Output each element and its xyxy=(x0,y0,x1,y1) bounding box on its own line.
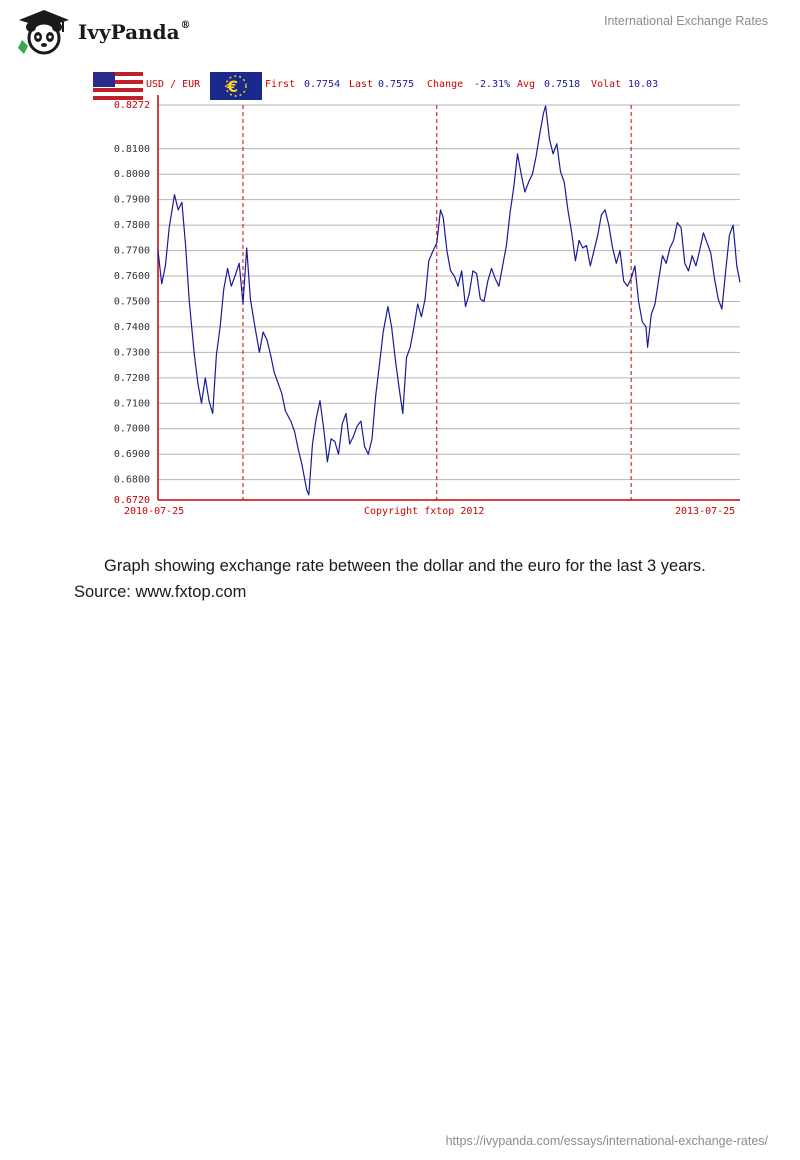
first-label: First xyxy=(265,79,295,90)
y-tick-label: 0.8272 xyxy=(114,100,150,111)
end-date-label: 2013-07-25 xyxy=(675,506,735,517)
document-title: International Exchange Rates xyxy=(604,14,768,28)
y-tick-labels: 0.6720 0.6800 0.6900 0.7000 0.7100 0.7200 0.73… xyxy=(114,100,150,506)
brand-name: IvyPanda® xyxy=(78,20,191,44)
series-group xyxy=(157,105,741,496)
volat-value: 10.03 xyxy=(628,79,658,90)
change-value: -2.31% xyxy=(474,79,510,90)
y-tick-label: 0.7100 xyxy=(114,398,150,409)
figure-caption: Graph showing exchange rate between the … xyxy=(74,553,734,605)
y-tick-label: 0.7400 xyxy=(114,322,150,333)
last-value: 0.7575 xyxy=(378,79,414,90)
y-tick-label: 0.7800 xyxy=(114,220,150,231)
volat-label: Volat xyxy=(591,79,621,90)
last-label: Last xyxy=(349,79,373,90)
y-tick-label: 0.7300 xyxy=(114,347,150,358)
y-tick-label: 0.7900 xyxy=(114,195,150,206)
currency-pair-label: USD / EUR xyxy=(146,79,201,90)
y-tick-label: 0.7600 xyxy=(114,271,150,282)
year-markers xyxy=(242,105,632,500)
svg-text:€: € xyxy=(226,77,238,96)
start-date-label: 2010-07-25 xyxy=(124,506,184,517)
y-tick-label: 0.6800 xyxy=(114,475,150,486)
y-tick-label: 0.8000 xyxy=(114,169,150,180)
page-header: IvyPanda® International Exchange Rates xyxy=(0,0,800,60)
exchange-rate-chart: € USD / EUR First 0.7754 Last 0.7575 Cha… xyxy=(88,70,748,520)
brand-logo[interactable]: IvyPanda® xyxy=(14,8,204,56)
series-line xyxy=(157,105,741,496)
gridlines xyxy=(158,104,740,501)
panda-graduate-icon xyxy=(18,10,69,55)
footer-url-link[interactable]: https://ivypanda.com/essays/internationa… xyxy=(445,1134,768,1148)
avg-value: 0.7518 xyxy=(544,79,580,90)
chart-canvas: € USD / EUR First 0.7754 Last 0.7575 Cha… xyxy=(93,72,741,517)
caption-text: Graph showing exchange rate between the … xyxy=(104,557,706,575)
us-flag-icon xyxy=(93,72,143,100)
copyright-label: Copyright fxtop 2012 xyxy=(364,506,484,517)
avg-label: Avg xyxy=(517,79,535,90)
registered-mark: ® xyxy=(180,20,191,31)
source-text: Source: www.fxtop.com xyxy=(74,583,247,601)
axes xyxy=(157,95,740,501)
y-tick-label: 0.7500 xyxy=(114,296,150,307)
y-tick-label: 0.7000 xyxy=(114,424,150,435)
y-tick-label: 0.7200 xyxy=(114,373,150,384)
change-label: Change xyxy=(427,79,463,90)
euro-flag-icon: € xyxy=(210,72,262,100)
first-value: 0.7754 xyxy=(304,79,340,90)
y-tick-label: 0.7700 xyxy=(114,246,150,257)
y-tick-label: 0.8100 xyxy=(114,144,150,155)
y-tick-label: 0.6900 xyxy=(114,449,150,460)
brand-text: IvyPanda xyxy=(78,20,180,44)
y-tick-label: 0.6720 xyxy=(114,495,150,506)
